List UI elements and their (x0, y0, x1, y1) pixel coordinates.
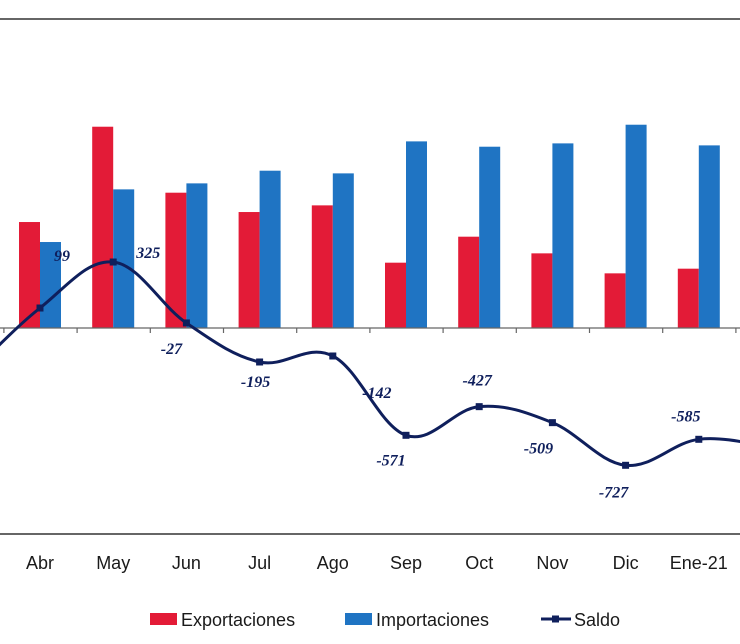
saldo-label-ago: -142 (362, 385, 391, 402)
bar-importaciones-may (113, 189, 135, 328)
saldo-point-dic (622, 461, 630, 469)
saldo-point-jul (256, 358, 264, 366)
saldo-point-oct (475, 403, 483, 411)
legend-swatch-exportaciones (150, 613, 177, 625)
bar-importaciones-oct (479, 146, 501, 328)
bar-exportaciones-ago (311, 205, 333, 328)
bar-exportaciones-jul (238, 212, 260, 328)
saldo-label-jul: -195 (241, 374, 270, 391)
legend-label-saldo: Saldo (574, 610, 620, 630)
bar-exportaciones-nov (531, 253, 553, 328)
bar-importaciones-jul (259, 170, 281, 328)
x-tick-label: Jul (248, 553, 271, 573)
x-tick-label: Oct (465, 553, 493, 573)
legend-label-exportaciones: Exportaciones (181, 610, 295, 630)
x-tick-label: May (96, 553, 130, 573)
bar-importaciones-sep (406, 141, 427, 328)
zero-axis-ticks (3, 328, 737, 333)
x-tick-label: Dic (613, 553, 639, 573)
x-tick-label: Jun (172, 553, 201, 573)
saldo-point-ene-21 (695, 435, 703, 443)
bar-exportaciones-jun (165, 192, 187, 328)
bar-exportaciones-oct (458, 236, 480, 328)
saldo-label-ene-21: -585 (671, 408, 700, 425)
x-tick-label: Ene-21 (670, 553, 728, 573)
legend-marker-saldo (552, 615, 559, 623)
bar-exportaciones-sep (385, 262, 406, 328)
bar-importaciones-abr (40, 242, 61, 328)
saldo-point-abr (36, 304, 44, 312)
legend: Exportaciones Importaciones Saldo (150, 610, 620, 630)
x-axis-labels: Abr May Jun Jul Ago Sep Oct Nov Dic Ene-21 (26, 553, 728, 573)
saldo-label-may: 325 (135, 245, 160, 262)
x-tick-label: Sep (390, 553, 422, 573)
legend-label-importaciones: Importaciones (376, 610, 489, 630)
bar-importaciones-ago (332, 173, 354, 328)
saldo-point-ago (329, 352, 337, 360)
saldo-point-may (109, 258, 117, 266)
saldo-label-sep: -571 (376, 452, 405, 469)
x-tick-label: Nov (536, 553, 568, 573)
bar-exportaciones-dic (604, 273, 626, 328)
legend-swatch-importaciones (345, 613, 372, 625)
bars-layer (19, 124, 720, 328)
bar-importaciones-nov (552, 143, 574, 328)
saldo-label-dic: -727 (599, 484, 629, 501)
saldo-line-layer: 99 325 -27 -195 -142 -571 -427 -509 -727 -585 (0, 245, 740, 501)
saldo-point-nov (548, 419, 556, 427)
x-tick-label: Ago (317, 553, 349, 573)
x-tick-label: Abr (26, 553, 54, 573)
saldo-label-abr: 99 (54, 248, 70, 265)
bar-importaciones-dic (625, 124, 647, 328)
bar-exportaciones-ene-21 (677, 268, 699, 328)
saldo-label-jun: -27 (161, 341, 183, 358)
saldo-label-oct: -427 (463, 373, 493, 390)
bar-importaciones-jun (186, 183, 208, 328)
bar-importaciones-ene-21 (698, 145, 720, 328)
saldo-point-sep (402, 431, 410, 439)
bar-exportaciones-abr (19, 222, 40, 328)
saldo-point-jun (182, 319, 190, 327)
bar-exportaciones-may (92, 126, 114, 328)
saldo-label-nov: -509 (524, 441, 553, 458)
